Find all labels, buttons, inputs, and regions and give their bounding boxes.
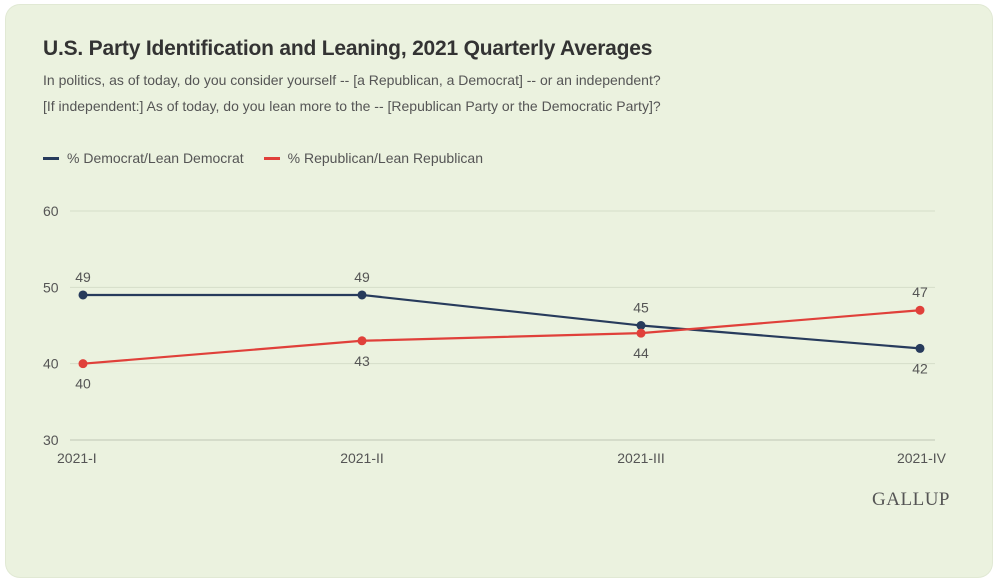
legend-label-democrat: % Democrat/Lean Democrat	[67, 150, 244, 166]
data-point-0-1	[357, 290, 367, 300]
legend-swatch-republican	[263, 156, 280, 160]
series-line-1	[82, 309, 921, 365]
legend-item-republican: % Republican/Lean Republican	[263, 150, 483, 166]
x-tick-label-2021-IV: 2021-IV	[897, 450, 947, 466]
data-label-1-2: 44	[633, 345, 649, 361]
legend-swatch-democrat	[43, 156, 59, 160]
y-tick-label-60: 60	[43, 203, 59, 219]
chart-legend: % Democrat/Lean Democrat % Republican/Le…	[43, 150, 503, 166]
legend-item-democrat: % Democrat/Lean Democrat	[43, 150, 244, 166]
data-label-1-3: 47	[912, 284, 928, 300]
chart-card	[6, 5, 992, 577]
gallup-logo: GALLUP	[872, 489, 950, 510]
data-point-1-0	[78, 359, 88, 369]
data-label-1-0: 40	[75, 376, 91, 392]
chart-subtitle-question-2: [If independent:] As of today, do you le…	[43, 98, 661, 114]
x-tick-label-2021-I: 2021-I	[57, 450, 97, 466]
data-label-1-1: 43	[354, 353, 370, 369]
x-tick-label-2021-III: 2021-III	[617, 450, 664, 466]
data-point-1-2	[636, 328, 646, 338]
data-point-0-3	[915, 343, 925, 353]
data-point-1-1	[357, 336, 367, 346]
y-tick-label-30: 30	[43, 432, 59, 448]
legend-label-republican: % Republican/Lean Republican	[287, 150, 483, 166]
series-line-0	[83, 293, 921, 350]
data-label-0-2: 45	[633, 300, 649, 316]
data-point-0-2	[636, 321, 646, 330]
data-label-0-1: 49	[354, 269, 370, 285]
x-tick-label-2021-II: 2021-II	[340, 450, 384, 466]
chart-subtitle-question-1: In politics, as of today, do you conside…	[43, 72, 661, 88]
data-point-1-3	[915, 305, 925, 315]
y-tick-label-50: 50	[43, 279, 59, 295]
chart-title: U.S. Party Identification and Leaning, 2…	[43, 37, 653, 60]
data-point-0-0	[78, 290, 88, 300]
data-label-0-3: 42	[912, 360, 928, 376]
y-tick-label-40: 40	[43, 356, 59, 372]
data-label-0-0: 49	[75, 269, 91, 285]
